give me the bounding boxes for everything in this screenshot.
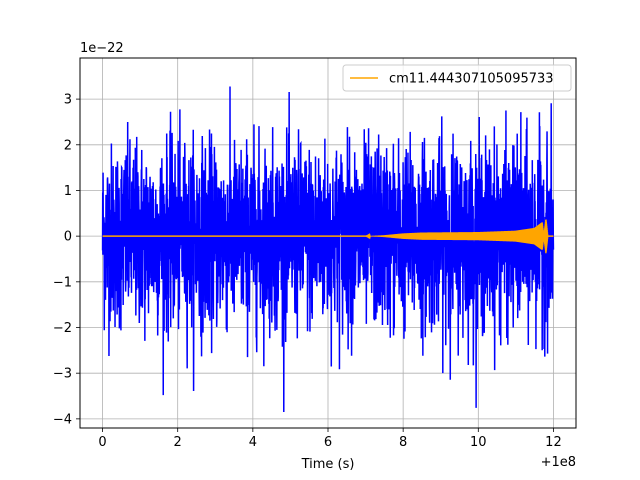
y-tick-label: −2 — [53, 321, 72, 336]
x-tick-label: 8 — [399, 435, 407, 450]
y-tick-label: −4 — [53, 412, 72, 427]
series-layer — [101, 86, 555, 413]
x-tick-label: 0 — [98, 435, 106, 450]
legend-box — [342, 64, 572, 92]
x-tick-label: 10 — [470, 435, 487, 450]
y-tick-label: −1 — [53, 275, 72, 290]
y-tick-label: 0 — [64, 230, 72, 245]
x-axis: 0 2 4 6 8 10 12 — [98, 428, 562, 450]
y-axis: −4 −3 −2 −1 0 1 2 3 — [53, 93, 80, 427]
x-tick-label: 4 — [249, 435, 257, 450]
y-tick-label: 2 — [64, 138, 72, 153]
series-signal-line — [102, 219, 554, 254]
y-scale-label: 1e−22 — [80, 41, 124, 56]
x-axis-label: Time (s) — [301, 457, 355, 472]
x-tick-label: 6 — [324, 435, 332, 450]
x-offset-label: +1e8 — [541, 455, 576, 470]
legend-label: cm11.444307105095733 — [389, 72, 554, 87]
series-noise-line — [101, 86, 555, 413]
y-tick-label: 1 — [64, 184, 72, 199]
x-tick-label: 2 — [174, 435, 182, 450]
y-tick-label: −3 — [53, 367, 72, 382]
x-tick-label: 12 — [545, 435, 562, 450]
legend: cm11.444307105095733 — [342, 64, 572, 92]
y-tick-label: 3 — [64, 93, 72, 108]
